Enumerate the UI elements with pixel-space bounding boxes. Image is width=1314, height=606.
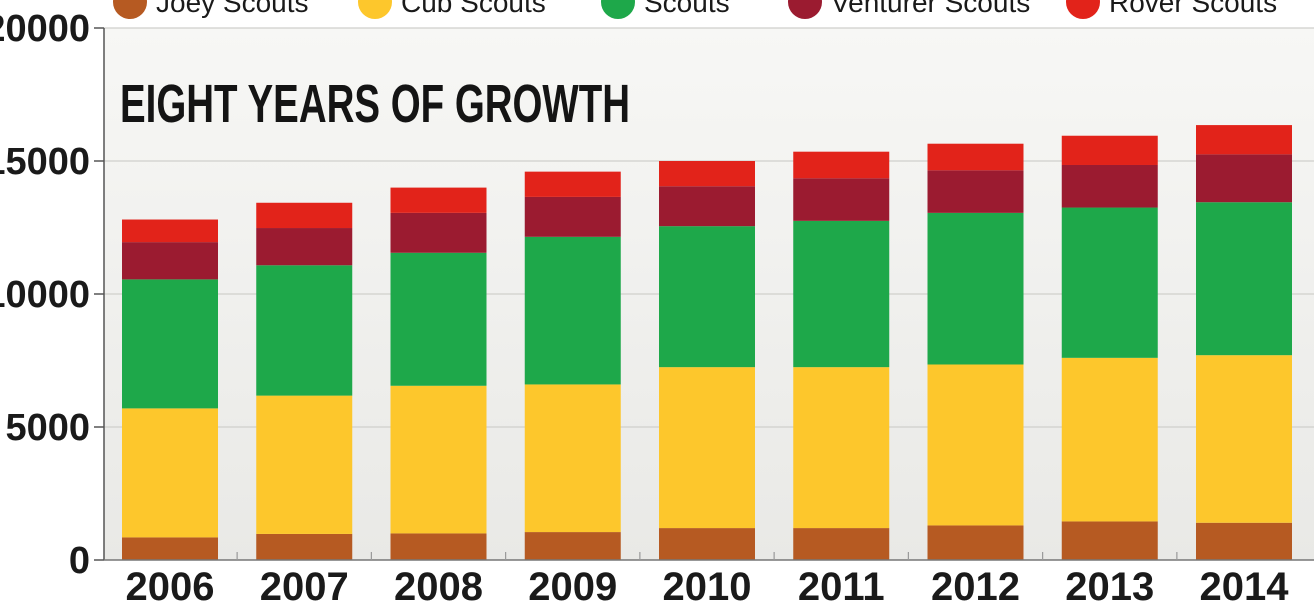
bar-segment-venturer-scouts-2011 — [793, 178, 890, 221]
legend-swatch-rover-scouts — [1066, 0, 1100, 19]
y-tick-label: 10000 — [0, 274, 90, 316]
bar-segment-joey-scouts-2012 — [927, 525, 1024, 560]
bar-segment-rover-scouts-2008 — [390, 187, 487, 213]
legend-label-venturer-scouts: Venturer Scouts — [831, 0, 1030, 18]
y-tick-label: 15000 — [0, 141, 90, 183]
legend-swatch-cub-scouts — [358, 0, 392, 19]
x-tick-label-2013: 2013 — [1065, 565, 1154, 606]
legend-label-scouts: Scouts — [644, 0, 730, 18]
bar-segment-cub-scouts-2009 — [524, 384, 621, 533]
bar-segment-scouts-2010 — [659, 226, 755, 368]
bar-segment-scouts-2009 — [524, 236, 621, 385]
bar-segment-joey-scouts-2008 — [390, 533, 487, 560]
legend-label-cub-scouts: Cub Scouts — [401, 0, 546, 18]
bar-segment-scouts-2011 — [793, 220, 890, 368]
chart-title: EIGHT YEARS OF GROWTH — [120, 74, 630, 134]
axes: 0 5000 10000 15000 20000 2006 2007 2008 2009 2010… — [0, 8, 1314, 606]
bar-segment-cub-scouts-2011 — [793, 367, 890, 529]
legend-swatch-joey-scouts — [113, 0, 147, 19]
legend-label-rover-scouts: Rover Scouts — [1109, 0, 1277, 18]
y-tick-label: 0 — [69, 540, 90, 582]
bar-segment-joey-scouts-2014 — [1196, 522, 1292, 560]
bar-segment-venturer-scouts-2009 — [524, 196, 621, 237]
x-tick-label-2008: 2008 — [394, 565, 483, 606]
legend-label-joey-scouts: Joey Scouts — [156, 0, 309, 18]
bar-segment-venturer-scouts-2008 — [390, 212, 487, 253]
legend-swatch-venturer-scouts — [788, 0, 822, 19]
bars — [122, 125, 1292, 560]
bar-segment-venturer-scouts-2012 — [927, 170, 1024, 213]
bar-segment-rover-scouts-2009 — [524, 171, 621, 197]
bar-segment-rover-scouts-2007 — [256, 202, 353, 229]
x-tick-label-2009: 2009 — [528, 565, 617, 606]
bar-segment-venturer-scouts-2013 — [1061, 164, 1158, 208]
y-tick-label: 20000 — [0, 8, 90, 50]
bar-segment-scouts-2014 — [1196, 202, 1292, 356]
bar-segment-cub-scouts-2014 — [1196, 355, 1292, 523]
x-tick-label-2014: 2014 — [1200, 565, 1290, 606]
bar-segment-rover-scouts-2006 — [122, 219, 218, 243]
bar-segment-scouts-2008 — [390, 252, 487, 386]
bar-segment-cub-scouts-2012 — [927, 364, 1024, 526]
x-tick-label-2011: 2011 — [798, 565, 885, 606]
bar-segment-joey-scouts-2013 — [1061, 521, 1158, 560]
bar-segment-cub-scouts-2010 — [659, 367, 755, 529]
bar-segment-joey-scouts-2006 — [122, 537, 218, 560]
bar-segment-rover-scouts-2012 — [927, 143, 1024, 171]
bar-segment-joey-scouts-2009 — [524, 532, 621, 560]
bar-segment-cub-scouts-2007 — [256, 395, 353, 534]
bar-segment-cub-scouts-2006 — [122, 408, 218, 538]
x-tick-label-2007: 2007 — [260, 565, 349, 606]
bar-segment-venturer-scouts-2006 — [122, 242, 218, 280]
legend: Joey Scouts Cub Scouts Scouts Venturer Scou… — [113, 0, 1277, 19]
legend-swatch-scouts — [601, 0, 635, 19]
bar-segment-rover-scouts-2011 — [793, 151, 890, 179]
bar-segment-cub-scouts-2008 — [390, 385, 487, 534]
bar-segment-venturer-scouts-2014 — [1196, 154, 1292, 203]
bar-segment-venturer-scouts-2010 — [659, 186, 755, 227]
x-tick-label-2010: 2010 — [663, 565, 752, 606]
bar-segment-scouts-2007 — [256, 265, 353, 396]
bar-segment-scouts-2006 — [122, 279, 218, 409]
bar-segment-venturer-scouts-2007 — [256, 228, 353, 266]
x-tick-label-2012: 2012 — [931, 565, 1020, 606]
bar-segment-scouts-2012 — [927, 212, 1024, 365]
bar-segment-scouts-2013 — [1061, 207, 1158, 358]
bar-segment-joey-scouts-2010 — [659, 528, 755, 560]
bar-segment-joey-scouts-2007 — [256, 533, 353, 560]
bar-segment-rover-scouts-2010 — [659, 161, 755, 187]
bar-segment-joey-scouts-2011 — [793, 528, 890, 560]
bar-segment-cub-scouts-2013 — [1061, 357, 1158, 522]
y-tick-label: 5000 — [5, 407, 90, 449]
bar-segment-rover-scouts-2013 — [1061, 135, 1158, 165]
bar-segment-rover-scouts-2014 — [1196, 125, 1292, 155]
x-tick-label-2006: 2006 — [126, 565, 215, 606]
